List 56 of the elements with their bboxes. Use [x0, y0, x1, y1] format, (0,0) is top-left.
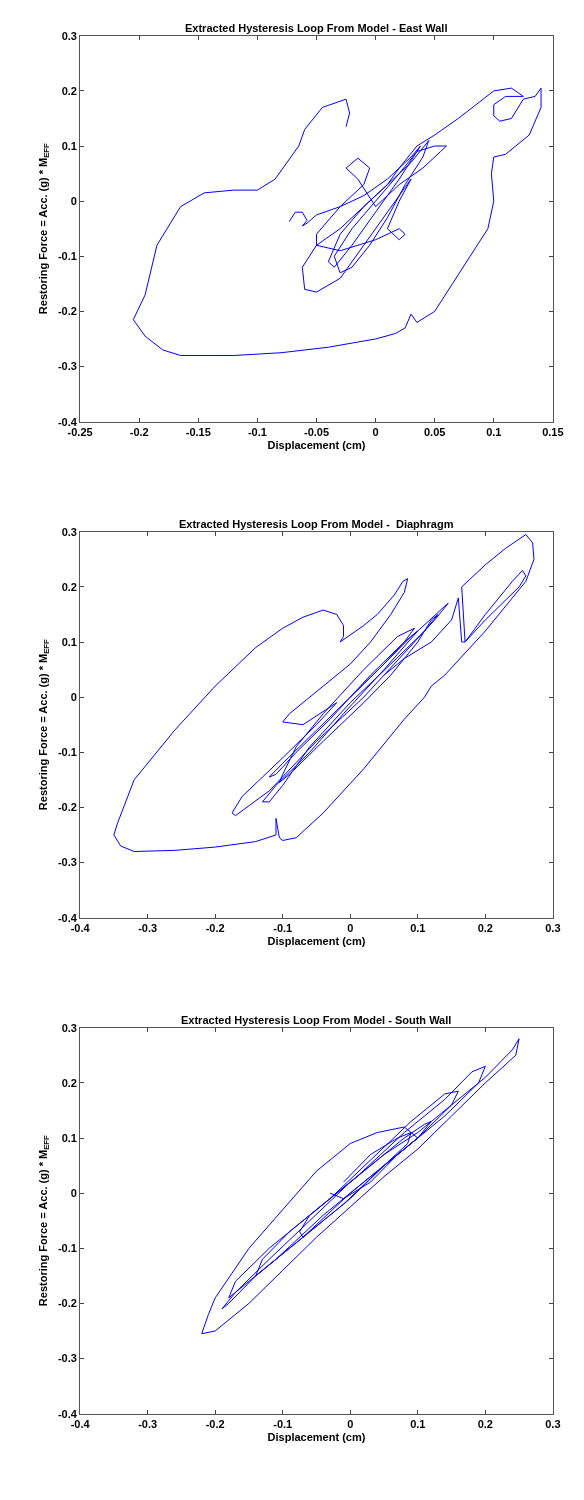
y-tick-label: 0.1 [61, 139, 77, 152]
x-axis-title: Displacement (cm) [267, 439, 366, 452]
x-tick-label: -0.3 [138, 921, 158, 934]
y-tick-label: -0.3 [57, 360, 77, 373]
y-tick-label: 0 [70, 1186, 77, 1199]
x-tick-label: -0.1 [273, 921, 293, 934]
line-series [113, 534, 535, 852]
chart-title: Extracted Hysteresis Loop From Model - Diaphragm [179, 518, 454, 530]
line-series [201, 1038, 520, 1335]
x-tick-label: 0.1 [410, 921, 426, 934]
x-tick-label: 0.2 [477, 921, 493, 934]
x-tick-label: 0 [347, 1417, 354, 1430]
y-tick-label: -0.4 [57, 1407, 78, 1420]
x-tick-label: -0.05 [303, 425, 330, 438]
y-tick-label: -0.3 [57, 856, 77, 869]
y-tick-label: -0.3 [57, 1352, 77, 1365]
x-tick-label: 0 [372, 425, 379, 438]
x-tick-label: 0.2 [477, 1417, 493, 1430]
y-tick-label: 0.1 [61, 1131, 77, 1144]
y-tick-label: -0.4 [57, 415, 78, 428]
y-tick-label: -0.2 [57, 801, 77, 814]
y-tick-label: 0 [70, 690, 77, 703]
y-tick-label: 0.1 [61, 635, 77, 648]
x-axis-title: Displacement (cm) [267, 1431, 366, 1444]
y-tick-label: 0 [70, 194, 77, 207]
y-tick-label: -0.1 [57, 250, 77, 263]
x-tick-label: -0.3 [138, 1417, 158, 1430]
chart-title: Extracted Hysteresis Loop From Model - South Wall [181, 1014, 452, 1026]
line-series [132, 87, 542, 356]
y-tick-label: -0.4 [57, 911, 78, 924]
x-tick-label: -0.2 [205, 1417, 225, 1430]
x-tick-label: 0.15 [542, 425, 564, 438]
x-tick-label: -0.1 [247, 425, 267, 438]
y-tick-label: 0.2 [61, 84, 77, 97]
y-tick-label: -0.1 [57, 1242, 77, 1255]
x-tick-label: -0.15 [185, 425, 211, 438]
y-tick-label: -0.2 [57, 305, 77, 318]
x-tick-label: -0.25 [67, 425, 93, 438]
x-tick-label: 0 [347, 921, 354, 934]
y-tick-label: 0.2 [61, 1076, 77, 1089]
y-tick-label: 0.2 [61, 580, 77, 593]
x-tick-label: 0.05 [423, 425, 446, 438]
y-tick-label: 0.3 [61, 1021, 77, 1034]
chart-title: Extracted Hysteresis Loop From Model - East Wall [185, 22, 448, 34]
x-tick-label: -0.2 [205, 921, 225, 934]
x-tick-label: 0.1 [410, 1417, 426, 1430]
y-tick-label: 0.3 [61, 29, 77, 42]
x-tick-label: -0.1 [273, 1417, 293, 1430]
x-axis-title: Displacement (cm) [267, 935, 366, 948]
y-tick-label: -0.2 [57, 1297, 77, 1310]
x-tick-label: 0.1 [486, 425, 502, 438]
x-tick-label: -0.2 [129, 425, 149, 438]
y-tick-label: 0.3 [61, 525, 77, 538]
y-tick-label: -0.1 [57, 746, 77, 759]
x-tick-label: 0.3 [545, 1417, 561, 1430]
x-tick-label: 0.3 [545, 921, 561, 934]
